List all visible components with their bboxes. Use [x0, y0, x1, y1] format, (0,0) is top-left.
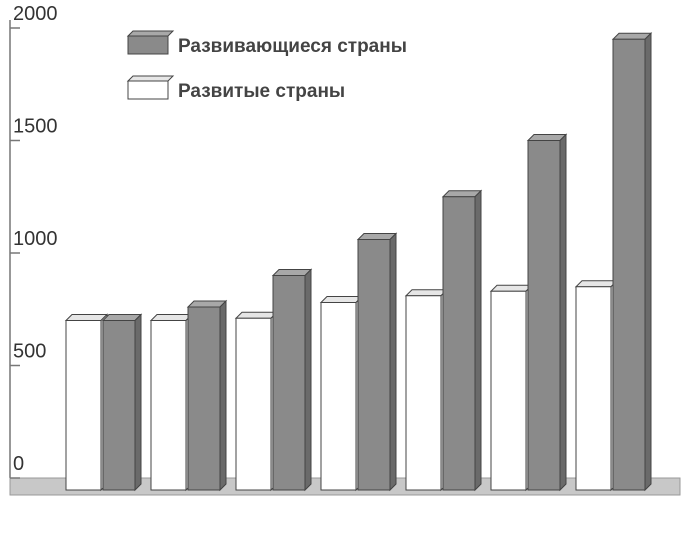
bar-side: [219, 299, 227, 492]
bar-top: [574, 280, 619, 288]
y-tick-label: 0: [13, 453, 24, 475]
bar-side: [389, 232, 397, 492]
bar-side: [644, 32, 652, 492]
bar-top: [319, 296, 364, 303]
legend-label: Развитые страны: [178, 81, 345, 102]
bar: [320, 302, 357, 491]
bar: [405, 295, 442, 491]
legend-label: Развивающиеся страны: [178, 36, 407, 57]
y-tick-label: 2000: [13, 3, 58, 25]
bar-top: [234, 311, 279, 319]
bar-top: [404, 289, 449, 297]
bar: [235, 317, 272, 491]
bar-top: [64, 314, 109, 321]
bar: [102, 320, 136, 491]
bar: [527, 140, 561, 491]
bar: [357, 239, 391, 491]
bar: [65, 320, 102, 491]
bar-top: [149, 314, 194, 321]
legend-swatch-top: [126, 75, 175, 82]
bar: [187, 306, 221, 491]
y-tick-label: 1500: [13, 116, 58, 138]
legend-swatch: [127, 80, 169, 100]
bar: [150, 320, 187, 491]
bar-side: [304, 268, 312, 492]
bar: [272, 275, 306, 491]
bar-side: [474, 189, 482, 492]
bar: [442, 196, 476, 491]
y-tick-label: 500: [13, 341, 46, 363]
bar: [575, 286, 612, 491]
bar: [490, 290, 527, 491]
legend-swatch-top: [126, 30, 175, 37]
bar-top: [489, 284, 534, 292]
legend-swatch: [127, 35, 169, 55]
bar-side: [134, 313, 142, 492]
y-tick-label: 1000: [13, 228, 58, 250]
bar: [612, 38, 646, 491]
bar-side: [559, 133, 567, 492]
